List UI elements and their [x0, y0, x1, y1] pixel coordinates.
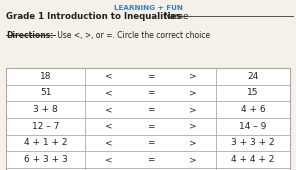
Text: Grade 1 Introduction to Inequalities: Grade 1 Introduction to Inequalities: [6, 12, 181, 21]
Text: <: <: [105, 72, 113, 81]
Text: 18: 18: [40, 72, 52, 81]
Text: Directions:: Directions:: [6, 31, 53, 40]
Text: >: >: [189, 72, 197, 81]
Text: <: <: [105, 105, 113, 114]
Text: 24: 24: [247, 72, 259, 81]
Text: <: <: [105, 155, 113, 164]
Text: =: =: [147, 72, 155, 81]
Text: 12 – 7: 12 – 7: [32, 122, 59, 131]
Text: 15: 15: [247, 89, 259, 97]
Text: 4 + 1 + 2: 4 + 1 + 2: [24, 139, 67, 147]
Text: =: =: [147, 105, 155, 114]
Text: 6 + 3 + 3: 6 + 3 + 3: [24, 155, 67, 164]
Text: 3 + 8: 3 + 8: [33, 105, 58, 114]
Text: >: >: [189, 105, 197, 114]
Text: >: >: [189, 139, 197, 147]
Text: 51: 51: [40, 89, 52, 97]
Text: 4 + 4 + 2: 4 + 4 + 2: [231, 155, 275, 164]
Text: 14 – 9: 14 – 9: [239, 122, 267, 131]
Text: 4 + 6: 4 + 6: [241, 105, 266, 114]
Text: <: <: [105, 139, 113, 147]
Text: <: <: [105, 122, 113, 131]
Text: >: >: [189, 122, 197, 131]
Text: LEARNING + FUN: LEARNING + FUN: [114, 5, 182, 11]
Text: =: =: [147, 139, 155, 147]
Text: Name: Name: [163, 12, 188, 21]
Text: Use <, >, or =. Circle the correct choice: Use <, >, or =. Circle the correct choic…: [55, 31, 210, 40]
Text: >: >: [189, 155, 197, 164]
Text: =: =: [147, 122, 155, 131]
Text: 3 + 3 + 2: 3 + 3 + 2: [231, 139, 275, 147]
Text: <: <: [105, 89, 113, 97]
Text: =: =: [147, 89, 155, 97]
Text: =: =: [147, 155, 155, 164]
Text: >: >: [189, 89, 197, 97]
